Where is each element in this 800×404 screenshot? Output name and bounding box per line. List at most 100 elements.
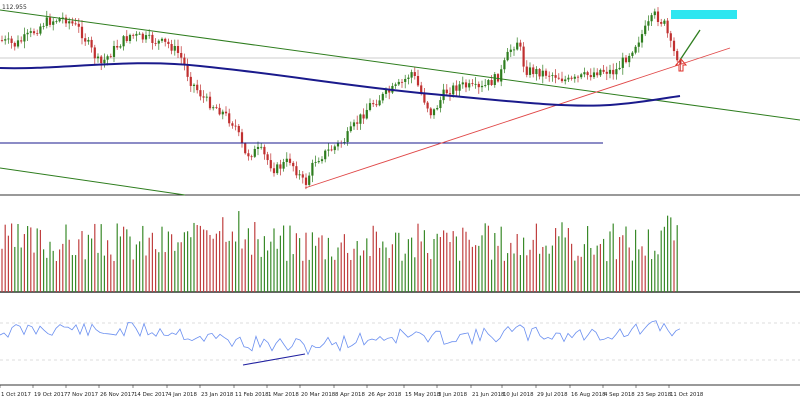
volume-bar xyxy=(452,231,454,292)
candle-body xyxy=(448,93,452,95)
candle-body xyxy=(109,56,112,58)
volume-bar xyxy=(295,233,297,292)
x-axis: 1 Oct 2017 19 Oct 2017 7 Nov 2017 26 Nov 20… xyxy=(0,385,704,398)
candle-body xyxy=(346,131,349,143)
candle-body xyxy=(580,74,583,78)
volume-bar xyxy=(484,223,486,292)
channel-lower-line xyxy=(0,167,186,196)
volume-bar xyxy=(433,238,435,292)
volume-bar xyxy=(407,239,409,292)
volume-bar xyxy=(33,252,35,292)
candle-body xyxy=(484,85,487,86)
volume-bar xyxy=(491,259,493,292)
volume-bar xyxy=(199,225,201,292)
x-axis-tick-label: 21 Jun 2018 xyxy=(472,392,505,398)
candle-body xyxy=(365,109,368,119)
volume-bar xyxy=(612,223,614,292)
candle-body xyxy=(160,38,164,41)
volume-bar xyxy=(292,254,294,292)
volume-bar xyxy=(20,247,22,292)
candle-body xyxy=(567,77,570,80)
volume-bar xyxy=(190,237,192,292)
volume-bar xyxy=(379,247,381,292)
volume-bar xyxy=(583,244,585,292)
candle-body xyxy=(260,146,263,148)
candle-body xyxy=(199,90,202,97)
volume-bar xyxy=(7,235,9,292)
volume-bar xyxy=(164,252,166,292)
volume-bar xyxy=(84,259,86,292)
candle-body xyxy=(618,67,621,70)
volume-bar xyxy=(14,246,16,292)
candle-body xyxy=(61,17,64,19)
x-axis-tick-label: 20 Mar 2018 xyxy=(301,392,336,398)
x-axis-tick-label: 7 Nov 2017 xyxy=(67,392,98,398)
candle-body xyxy=(519,42,522,47)
candle-body xyxy=(298,174,301,176)
candle-body xyxy=(538,69,541,77)
candle-body xyxy=(7,38,10,40)
candle-body xyxy=(301,174,304,178)
candle-body xyxy=(426,102,429,109)
volume-bar xyxy=(158,252,160,292)
volume-bar xyxy=(75,255,77,292)
candle-body xyxy=(106,56,109,60)
candle-body xyxy=(317,161,320,163)
candle-body xyxy=(474,83,477,85)
price-panel xyxy=(0,7,800,196)
volume-bar xyxy=(212,238,214,292)
volume-bar xyxy=(478,245,480,292)
volume-bar xyxy=(500,226,502,292)
volume-bar xyxy=(465,231,467,292)
candle-body xyxy=(100,56,103,64)
candle-body xyxy=(640,34,644,43)
candle-body xyxy=(247,153,250,157)
volume-bar xyxy=(135,244,137,292)
candle-body xyxy=(653,11,656,16)
candle-body xyxy=(356,122,359,124)
volume-bar xyxy=(116,223,118,292)
volume-bar xyxy=(62,243,64,292)
volume-bar xyxy=(587,226,589,292)
candle-body xyxy=(612,69,615,75)
candle-body xyxy=(205,96,208,98)
candle-body xyxy=(256,146,260,149)
volume-bar xyxy=(580,256,582,292)
volume-bar xyxy=(107,240,109,292)
candle-body xyxy=(10,38,13,43)
candle-body xyxy=(628,55,631,63)
candle-body xyxy=(234,125,237,127)
volume-bar xyxy=(619,237,621,292)
candle-body xyxy=(202,96,205,98)
volume-bar xyxy=(244,239,246,292)
volume-bar xyxy=(523,237,525,292)
volume-bar xyxy=(151,232,153,292)
candle-body xyxy=(336,142,340,147)
candle-body xyxy=(308,175,311,185)
candle-body xyxy=(500,69,503,82)
volume-bar xyxy=(148,237,150,292)
candle-body xyxy=(272,168,276,174)
candle-body xyxy=(560,78,564,82)
volume-bar xyxy=(110,254,112,292)
volume-bar xyxy=(526,255,528,292)
candle-body xyxy=(228,113,231,124)
candle-body xyxy=(327,149,330,151)
candle-body xyxy=(516,42,519,50)
candle-body xyxy=(16,40,20,47)
volume-bar xyxy=(439,237,441,292)
candle-body xyxy=(407,77,410,79)
volume-bar xyxy=(254,222,256,292)
volume-bar xyxy=(651,259,653,292)
volume-bar xyxy=(94,223,96,292)
candle-body xyxy=(535,69,538,75)
volume-bar xyxy=(603,238,605,292)
candle-body xyxy=(666,20,669,34)
volume-bar xyxy=(625,226,627,292)
candle-body xyxy=(564,79,567,82)
volume-bar xyxy=(513,253,515,292)
x-axis-tick-label: 1 Oct 2017 xyxy=(1,392,31,398)
channel-upper-line xyxy=(0,9,800,121)
volume-bar xyxy=(574,260,576,292)
